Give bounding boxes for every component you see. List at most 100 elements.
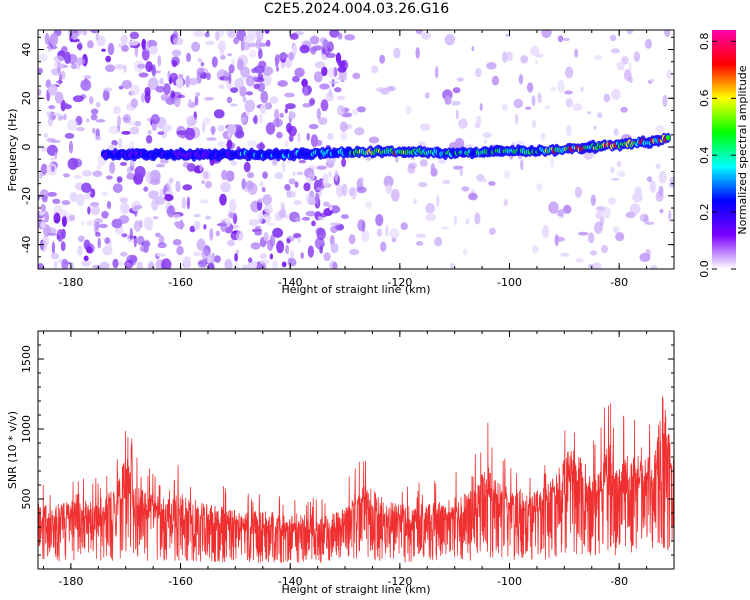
x-tick-label: -100 [497, 575, 522, 588]
noise-blob [200, 62, 205, 67]
noise-blob [148, 190, 159, 200]
noise-blob [188, 77, 199, 86]
noise-blob [207, 262, 215, 269]
noise-blob [284, 59, 293, 69]
noise-blob [489, 227, 496, 235]
noise-blob [160, 158, 169, 164]
noise-blob [471, 46, 475, 52]
noise-blob [258, 48, 263, 60]
noise-blob [138, 72, 149, 78]
noise-blob [95, 101, 101, 108]
y-tick-label: 0 [20, 144, 33, 151]
noise-blob [118, 85, 124, 90]
noise-blob [666, 69, 673, 80]
noise-blob [506, 51, 513, 62]
noise-blob [293, 200, 302, 206]
noise-blob [537, 92, 542, 104]
noise-blob [50, 252, 60, 260]
noise-blob [175, 180, 181, 193]
noise-blob [176, 245, 184, 256]
noise-blob [105, 64, 116, 73]
noise-blob [229, 198, 237, 212]
noise-blob [168, 177, 174, 184]
noise-blob [47, 191, 57, 197]
noise-blob [309, 190, 315, 197]
noise-blob [655, 191, 664, 202]
noise-blob [106, 200, 112, 210]
noise-blob [295, 217, 301, 222]
noise-blob [483, 178, 487, 183]
noise-blob [284, 184, 291, 191]
noise-blob [557, 79, 565, 93]
noise-blob [48, 84, 58, 96]
noise-blob [280, 201, 285, 210]
noise-blob [266, 222, 276, 226]
noise-blob [76, 43, 83, 50]
noise-blob [225, 170, 235, 182]
noise-blob [209, 228, 214, 241]
noise-blob [292, 43, 297, 56]
x-tick-label: -180 [58, 575, 83, 588]
noise-blob [419, 159, 428, 167]
noise-blob [323, 252, 331, 262]
noise-blob [155, 163, 166, 168]
noise-blob [155, 85, 165, 93]
noise-blob [51, 165, 55, 173]
noise-blob [224, 258, 233, 269]
noise-blob [360, 230, 370, 242]
noise-blob [603, 93, 611, 103]
noise-blob [416, 241, 424, 246]
noise-blob [562, 37, 570, 42]
noise-blob [565, 66, 574, 79]
noise-blob [64, 132, 75, 139]
noise-blob [371, 65, 379, 74]
noise-blob [97, 237, 101, 249]
noise-blob [76, 57, 86, 66]
noise-blob [139, 219, 143, 228]
noise-blob [314, 61, 326, 69]
noise-blob [101, 210, 109, 219]
noise-blob [272, 159, 278, 166]
noise-blob [136, 261, 143, 269]
noise-blob [475, 67, 482, 78]
noise-blob [286, 122, 292, 133]
noise-blob [646, 176, 653, 183]
noise-blob [121, 44, 129, 52]
noise-blob [243, 35, 249, 43]
colorbar-tick-label: 0.6 [698, 90, 711, 108]
noise-blob [218, 30, 225, 38]
noise-blob [189, 225, 196, 233]
noise-blob [285, 244, 290, 255]
noise-blob [482, 132, 492, 139]
noise-blob [669, 176, 674, 188]
noise-blob [541, 225, 550, 239]
noise-blob [117, 115, 121, 127]
noise-blob [319, 83, 330, 90]
noise-blob [201, 170, 212, 181]
noise-blob [664, 30, 671, 38]
noise-blob [206, 137, 217, 141]
noise-blob [650, 78, 655, 83]
noise-blob [299, 44, 310, 54]
snr-panel: -180 -160 -140 -120 -100 -80 500 1000 1500 Heig… [6, 330, 675, 596]
noise-blob [483, 139, 488, 144]
noise-blob [76, 193, 85, 207]
noise-blob [216, 223, 227, 227]
noise-blob [262, 194, 273, 206]
noise-blob [316, 108, 321, 120]
noise-blob [451, 100, 461, 106]
noise-blob [563, 204, 572, 214]
noise-blob [195, 92, 201, 97]
x-tick-label: -80 [610, 575, 628, 588]
noise-blob [121, 131, 131, 135]
noise-blob [50, 157, 55, 161]
noise-blob [239, 86, 247, 97]
noise-blob [48, 45, 52, 53]
noise-blob [474, 212, 481, 225]
noise-blob [144, 239, 150, 250]
noise-blob [286, 238, 291, 244]
noise-blob [297, 236, 301, 243]
noise-blob [134, 120, 142, 127]
noise-blob [106, 175, 113, 180]
noise-blob [297, 132, 301, 143]
